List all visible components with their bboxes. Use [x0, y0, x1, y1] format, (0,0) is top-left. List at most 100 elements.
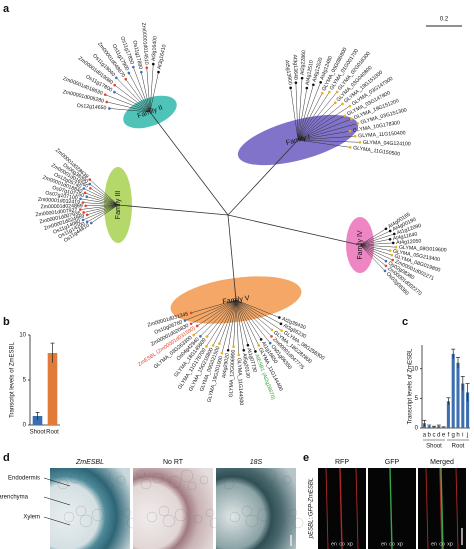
x-tick-label: c [433, 433, 436, 439]
leaf-dot [391, 241, 395, 245]
cell [140, 478, 152, 490]
cell [85, 475, 99, 489]
branch [297, 105, 351, 141]
leaf-dot [195, 324, 199, 328]
x-tick-label: g [452, 433, 455, 439]
leaf-dot [348, 104, 352, 108]
branch [297, 91, 338, 141]
branch [359, 244, 387, 267]
leaf-dot [300, 76, 304, 80]
leaf-dot [85, 220, 89, 224]
branch [80, 198, 119, 206]
branch [206, 299, 237, 347]
leaf-label: Zm00001d007927 [35, 207, 78, 218]
leaf-dot [384, 264, 388, 268]
leaf-dot [350, 117, 353, 121]
leaf-dot [384, 227, 388, 231]
y-tick-label: 5 [415, 396, 419, 402]
branch [359, 228, 387, 246]
pointer [43, 477, 71, 487]
signal [325, 467, 329, 549]
cell [251, 475, 265, 489]
leaf-label: Zm00001d014510 [140, 23, 149, 66]
leaf-label: Os11g17890 [131, 40, 143, 70]
branch [297, 84, 314, 141]
leaf-dot [108, 107, 111, 110]
branch [190, 299, 237, 324]
branch [190, 299, 237, 314]
y-axis-label: Transcript levels of ZmESBL [408, 348, 414, 424]
branch [82, 202, 119, 206]
branch [235, 299, 262, 340]
leaf-dot [132, 65, 135, 69]
leaf-dot [205, 345, 208, 348]
branch [359, 239, 391, 246]
y-tick-label: 10 [411, 366, 418, 372]
bar [456, 362, 460, 428]
branch [221, 299, 237, 354]
cell [69, 472, 81, 484]
branch [297, 78, 303, 141]
cell [205, 508, 215, 518]
branch [117, 204, 229, 216]
branch [235, 299, 245, 351]
branch [196, 299, 237, 327]
sublabel: en [331, 541, 337, 547]
branch [212, 299, 237, 346]
pointer [43, 516, 71, 526]
sublabel: xp [447, 541, 453, 547]
leaf-label: GLYMA_11G150500 [353, 145, 401, 158]
branch [359, 244, 386, 272]
leaf-dot [388, 249, 392, 252]
branch [297, 130, 350, 141]
cell [292, 517, 304, 529]
leaf-label: Os07g107100 [45, 190, 78, 201]
panel-letter: e [303, 452, 309, 464]
branch [235, 299, 249, 346]
leaf-dot [89, 186, 92, 190]
branch [235, 299, 282, 331]
leaf-dot [81, 201, 85, 204]
branch [80, 204, 119, 210]
branch [227, 299, 237, 351]
branch [297, 139, 351, 148]
leaf-dot [246, 343, 250, 347]
cell [193, 514, 203, 524]
branch [297, 93, 323, 141]
branch [146, 67, 151, 113]
branch [106, 101, 151, 113]
leaf-dot [189, 322, 193, 326]
cell [116, 475, 126, 485]
leaf-dot [189, 311, 193, 315]
leaf-dot [140, 70, 143, 74]
leaf-dot [390, 253, 394, 257]
micrograph [50, 468, 130, 549]
leaf-dot [280, 329, 283, 332]
branch [235, 299, 256, 352]
leaf-dot [237, 353, 241, 357]
x-tick-label: Root [46, 430, 59, 436]
y-tick-label: 0 [23, 423, 27, 429]
cell [245, 514, 259, 528]
cell [110, 514, 120, 524]
branch [90, 188, 119, 206]
branch [85, 204, 119, 207]
cell [79, 514, 93, 528]
leaf-label: At3g13640 [291, 55, 298, 80]
signal [355, 467, 359, 549]
x-tick-label: i [462, 433, 463, 439]
branch [82, 204, 119, 221]
image-title: Merged [430, 459, 454, 466]
branch [84, 192, 119, 206]
leaf-dot [305, 86, 309, 90]
panel-letter: d [3, 452, 10, 464]
leaf-label: GLYMA_11G150400 [358, 130, 406, 139]
leaf-dot [257, 344, 261, 347]
branch [227, 214, 361, 246]
leaf-dot [254, 350, 257, 353]
cell [263, 469, 277, 483]
branch [193, 299, 237, 336]
leaf-label: GLYMA_11G144500 [236, 358, 244, 406]
leaf-dot [89, 221, 93, 225]
cell [162, 514, 176, 528]
